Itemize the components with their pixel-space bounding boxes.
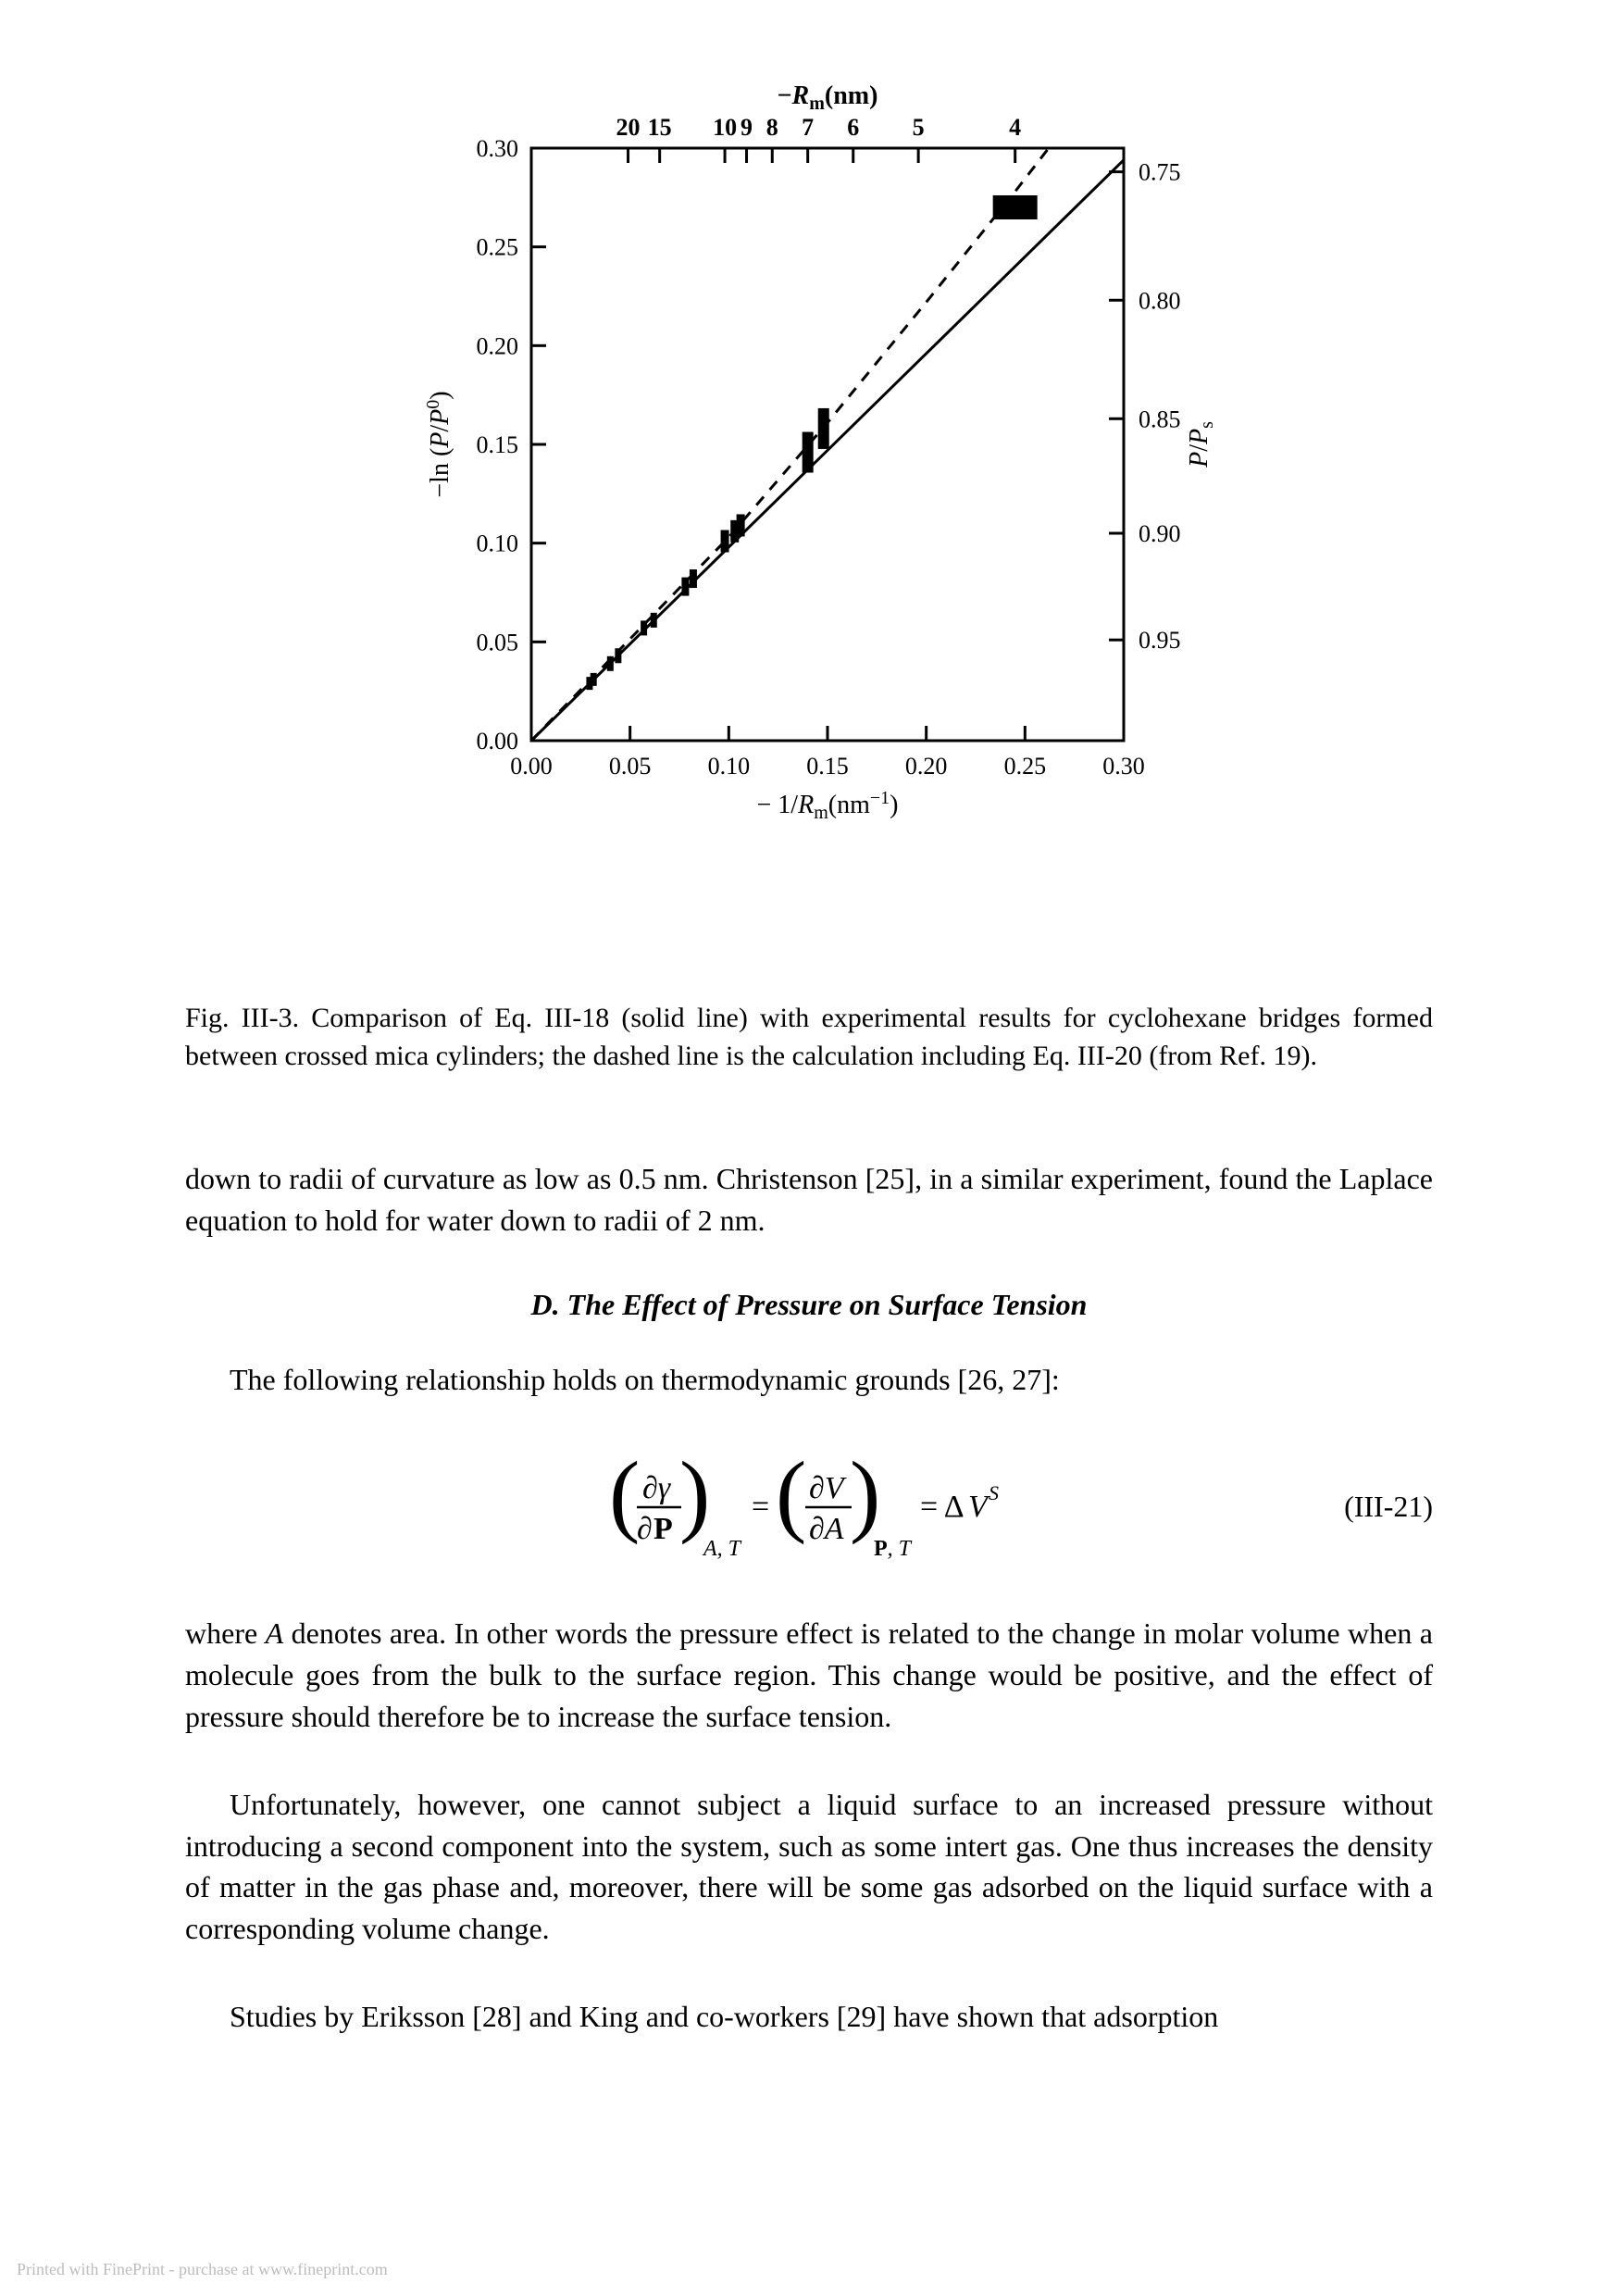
paragraph-continuation: down to radii of curvature as low as 0.5… [185,1158,1433,1242]
svg-text:10: 10 [713,114,737,141]
equation-svg: ( ∂γ ∂ P ) A, T = ( ∂V ∂A ) P, T = Δ V S [578,1446,1040,1566]
svg-text:∂γ: ∂γ [642,1471,672,1505]
paragraph-after-eqn: where A denotes area. In other words the… [185,1613,1433,1737]
svg-text:=: = [752,1490,769,1524]
svg-text:): ) [850,1446,880,1545]
svg-text:): ) [679,1446,710,1545]
svg-text:P/Ps: P/Ps [1185,421,1217,468]
svg-text:(: ( [609,1446,640,1545]
svg-text:0.30: 0.30 [477,135,519,162]
svg-text:0.00: 0.00 [477,728,519,755]
chart-svg: 0.00 0.05 0.10 0.15 0.20 0.25 0.30 0.00 0.05 0.10… [383,74,1235,963]
footer-watermark: Printed with FinePrint - purchase at www… [17,2260,388,2279]
svg-text:(: ( [776,1446,806,1545]
svg-text:4: 4 [1009,114,1021,141]
svg-text:∂: ∂ [637,1512,653,1546]
svg-text:6: 6 [847,114,859,141]
svg-text:7: 7 [802,114,814,141]
paragraph-unfortunately: Unfortunately, however, one cannot subje… [185,1784,1433,1950]
svg-text:0.20: 0.20 [477,332,519,359]
svg-text:S: S [989,1481,999,1504]
svg-text:∂A: ∂A [809,1512,844,1546]
section-title: D. The Effect of Pressure on Surface Ten… [185,1288,1433,1322]
svg-text:0.10: 0.10 [477,530,519,557]
svg-text:20: 20 [616,114,641,141]
svg-text:− 1/Rm(nm−1): − 1/Rm(nm−1) [757,788,899,823]
paragraph-studies: Studies by Eriksson [28] and King and co… [185,1996,1433,2038]
svg-text:−ln (P/P0): −ln (P/P0) [423,391,454,497]
svg-text:0.80: 0.80 [1139,287,1181,314]
svg-text:P: P [653,1512,673,1546]
svg-text:∂V: ∂V [809,1471,848,1505]
svg-text:0.75: 0.75 [1139,159,1181,186]
svg-text:0.95: 0.95 [1139,627,1181,654]
svg-text:0.05: 0.05 [609,753,652,780]
svg-text:0.30: 0.30 [1102,753,1145,780]
svg-text:A, T: A, T [702,1537,742,1561]
svg-text:0.90: 0.90 [1139,520,1181,547]
svg-text:0.25: 0.25 [1004,753,1047,780]
text-A: A [266,1616,284,1650]
svg-text:5: 5 [913,114,925,141]
figure-caption: Fig. III-3. Comparison of Eq. III-18 (so… [185,1000,1433,1075]
svg-text:8: 8 [766,114,778,141]
svg-text:0.25: 0.25 [477,234,519,261]
svg-text:0.00: 0.00 [510,753,553,780]
svg-text:0.15: 0.15 [806,753,849,780]
svg-text:0.05: 0.05 [477,629,519,655]
text-where: where [185,1616,266,1650]
svg-text:0.10: 0.10 [708,753,751,780]
svg-text:P, T: P, T [874,1537,913,1561]
figure-iii-3: 0.00 0.05 0.10 0.15 0.20 0.25 0.30 0.00 0.05 0.10… [185,74,1433,963]
svg-text:−Rm(nm): −Rm(nm) [778,81,878,114]
svg-text:0.20: 0.20 [905,753,948,780]
svg-text:= Δ: = Δ [920,1490,965,1524]
svg-text:9: 9 [741,114,753,141]
equation-iii-21: ( ∂γ ∂ P ) A, T = ( ∂V ∂A ) P, T = Δ V S… [185,1446,1433,1566]
equation-number: (III-21) [1344,1490,1433,1524]
svg-text:0.15: 0.15 [477,431,519,458]
svg-text:0.85: 0.85 [1139,406,1181,432]
text-rest: denotes area. In other words the pressur… [185,1616,1433,1733]
svg-text:15: 15 [648,114,672,141]
paragraph-intro-eqn: The following relationship holds on ther… [185,1359,1433,1401]
